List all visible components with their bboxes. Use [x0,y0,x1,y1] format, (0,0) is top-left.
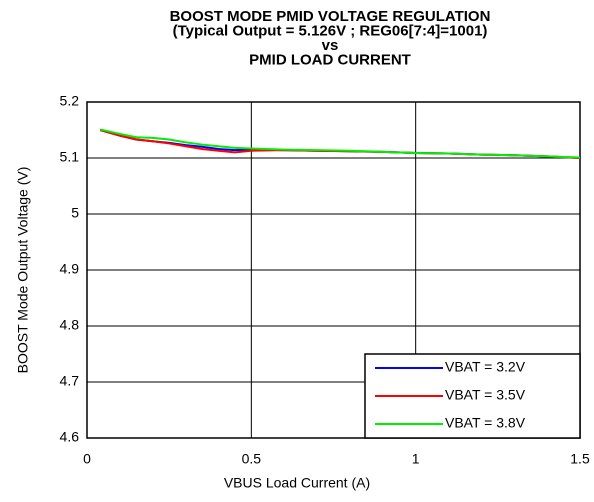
y-tick-label: 5.1 [60,149,80,165]
series-line [99,128,581,159]
chart-title: (Typical Output = 5.126V ; REG06[7:4]=10… [173,22,488,39]
series-line [99,129,581,159]
chart-title: vs [322,37,339,54]
chart-title: PMID LOAD CURRENT [249,51,411,68]
y-tick-label: 5.2 [60,93,80,109]
legend-label: VBAT = 3.5V [445,387,526,403]
chart-title: BOOST MODE PMID VOLTAGE REGULATION [170,8,491,25]
y-tick-label: 4.8 [60,317,80,333]
y-tick-label: 4.6 [60,429,80,445]
x-tick-label: 1.5 [570,451,590,467]
legend-label: VBAT = 3.2V [445,359,526,375]
y-tick-label: 5 [71,205,79,221]
x-tick-label: 0.5 [242,451,262,467]
y-tick-label: 4.9 [60,261,80,277]
legend-label: VBAT = 3.8V [445,415,526,431]
y-tick-label: 4.7 [60,373,80,389]
x-axis-label: VBUS Load Current (A) [224,475,370,491]
y-axis-label: BOOST Mode Output Voltage (V) [15,167,31,374]
plot-frame [86,101,581,439]
x-tick-label: 0 [83,451,91,467]
x-tick-label: 1 [412,451,420,467]
